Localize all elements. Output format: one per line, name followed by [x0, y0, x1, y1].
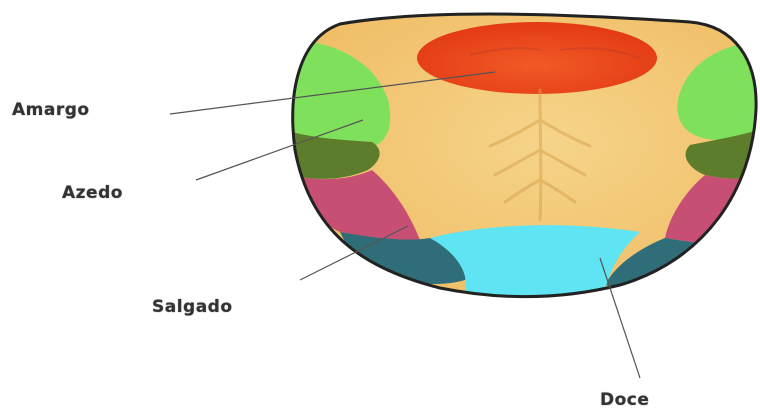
salty-zone-left-dark: [340, 232, 466, 284]
tongue-outline: [291, 12, 758, 299]
tongue-texture: [488, 88, 592, 222]
label-salty: Salgado: [152, 297, 233, 317]
leader-line-sweet: [599, 257, 641, 379]
leader-line-salty: [299, 225, 409, 281]
leader-line-sour: [195, 119, 364, 181]
salty-zone-left: [292, 170, 420, 241]
leader-line-bitter: [169, 71, 496, 115]
sour-zone-left: [292, 39, 391, 150]
label-bitter: Amargo: [12, 100, 90, 120]
sweet-zone: [430, 225, 640, 297]
label-sweet: Doce: [600, 390, 650, 410]
bitter-zone: [417, 22, 657, 94]
sour-zone-left-dark: [292, 130, 380, 179]
label-sour: Azedo: [62, 183, 123, 203]
